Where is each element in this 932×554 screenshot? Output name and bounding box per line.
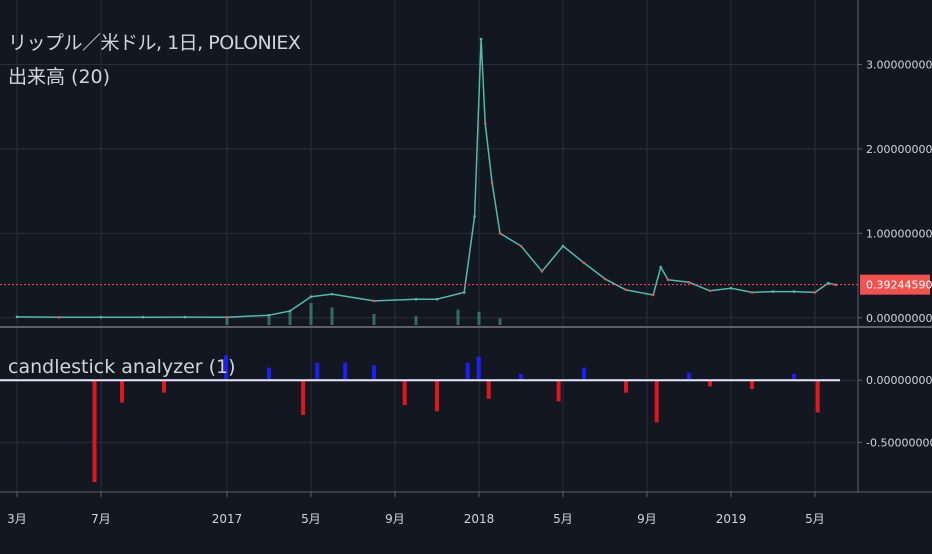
price-point	[57, 315, 61, 319]
indicator-bar	[624, 380, 628, 393]
volume-bar	[330, 307, 334, 325]
indicator-bar	[687, 372, 691, 381]
volume-bar	[288, 311, 292, 325]
axis-layer[interactable]: 3.00000000 2.00000000 1.00000000 0.00000000…	[7, 58, 932, 526]
time-tick-label: 2019	[716, 512, 747, 526]
volume-bar	[477, 311, 481, 325]
price-tick-label: 0.00000000	[866, 312, 932, 325]
volume-bar	[498, 318, 502, 325]
indicator-bar	[750, 380, 754, 389]
indicator-tick-label: 0.00000000	[866, 374, 932, 387]
time-tick-label: 7月	[91, 512, 111, 526]
time-tick-label: 2017	[212, 512, 243, 526]
indicator-bar	[465, 362, 470, 381]
price-point	[603, 277, 607, 281]
time-tick-label: 5月	[805, 512, 825, 526]
time-tick-label: 3月	[7, 512, 27, 526]
volume-bar	[309, 303, 313, 325]
price-point	[473, 215, 476, 218]
price-point	[309, 295, 313, 298]
indicator-label: candlestick analyzer (1)	[8, 356, 236, 378]
volume-bar	[225, 318, 229, 325]
indicator-bar	[301, 380, 306, 415]
indicator-bar	[708, 380, 712, 387]
indicator-bar	[372, 365, 376, 381]
time-tick-label: 5月	[553, 512, 573, 526]
indicator-bar	[486, 380, 491, 399]
time-tick-label: 9月	[385, 512, 405, 526]
chart-title: リップル／米ドル, 1日, POLONIEX	[8, 32, 301, 54]
price-point	[225, 315, 229, 319]
price-tick-label: 2.00000000	[866, 143, 932, 156]
price-point	[490, 181, 494, 184]
price-point	[826, 281, 830, 285]
indicator-bar	[519, 373, 523, 381]
indicator-bar	[92, 380, 97, 483]
price-point	[435, 297, 439, 301]
price-layer	[0, 37, 858, 319]
time-tick-label: 5月	[301, 512, 321, 526]
price-point	[183, 315, 187, 319]
price-tick-label: 3.00000000	[866, 58, 932, 71]
price-point	[624, 288, 628, 292]
indicator-layer	[0, 355, 840, 483]
volume-bar	[414, 316, 418, 325]
volume-label: 出来高 (20)	[8, 66, 111, 88]
indicator-bar	[162, 380, 166, 393]
price-point	[288, 309, 292, 313]
price-point	[267, 313, 271, 317]
price-point	[659, 265, 663, 269]
price-point	[729, 286, 733, 290]
price-point	[687, 281, 691, 284]
indicator-bar	[654, 380, 659, 423]
price-point	[414, 297, 418, 301]
indicator-bar	[582, 367, 586, 381]
price-point	[372, 299, 376, 303]
indicator-bar	[267, 367, 271, 381]
price-point	[540, 270, 544, 273]
grid-layer	[0, 0, 932, 493]
price-point	[651, 293, 655, 297]
price-point	[750, 291, 754, 294]
price-point	[498, 232, 502, 235]
price-tick-label: 1.00000000	[866, 227, 932, 240]
time-tick-label: 9月	[637, 512, 657, 526]
indicator-bar	[343, 362, 348, 381]
price-point	[666, 278, 670, 282]
price-point	[582, 261, 586, 265]
price-point	[561, 244, 565, 248]
price-point	[479, 37, 483, 41]
last-price-badge	[860, 274, 930, 295]
price-point	[708, 289, 712, 293]
indicator-bar	[402, 380, 407, 406]
price-point	[462, 291, 466, 294]
indicator-bar	[815, 380, 820, 413]
volume-bar	[267, 316, 271, 325]
indicator-tick-label: -0.50000000	[866, 436, 932, 449]
volume-bar	[456, 309, 460, 325]
price-point	[771, 290, 775, 293]
price-point	[15, 315, 19, 319]
last-price-label: 0.39244590	[866, 279, 932, 292]
indicator-bar	[792, 373, 796, 381]
price-point	[141, 315, 145, 319]
indicator-bar	[476, 356, 481, 381]
price-point	[792, 290, 796, 293]
indicator-bar	[315, 362, 320, 381]
time-tick-label: 2018	[464, 512, 495, 526]
price-point	[483, 122, 487, 125]
volume-bar	[372, 314, 376, 325]
price-point	[813, 291, 817, 294]
indicator-bar	[224, 355, 229, 381]
price-point	[519, 244, 523, 248]
indicator-bar	[435, 380, 439, 412]
indicator-bar	[120, 380, 124, 403]
price-point	[99, 315, 103, 319]
indicator-bar	[556, 380, 561, 402]
price-point	[330, 292, 334, 296]
volume-layer	[225, 303, 502, 325]
